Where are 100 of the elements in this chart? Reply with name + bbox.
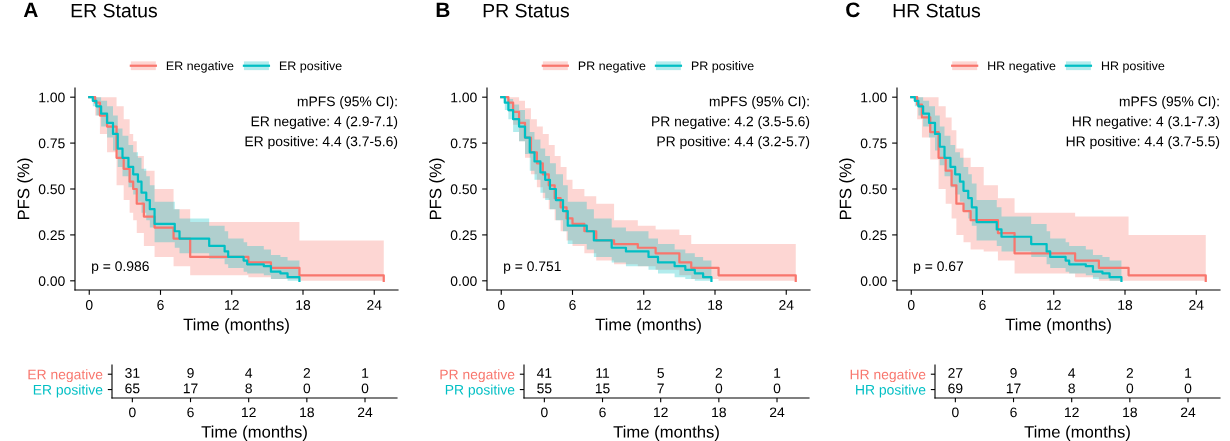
x-axis-title: Time (months) xyxy=(183,318,289,334)
x-tick-label: 0 xyxy=(952,407,959,418)
x-tick-label: 0 xyxy=(541,407,548,418)
data-label: 55 xyxy=(537,383,552,394)
data-label: 4 xyxy=(245,368,253,378)
x-tick-label: 18 xyxy=(296,300,311,310)
x-axis-title: Time (months) xyxy=(1005,318,1111,334)
data-label: 1 xyxy=(1185,368,1192,378)
data-label: 65 xyxy=(125,383,140,394)
y-tick-label: 0.50 xyxy=(450,184,477,195)
y-axis-title: PFS (%) xyxy=(429,158,445,220)
y-tick-label: 0.50 xyxy=(860,184,887,195)
x-tick-label: 18 xyxy=(1118,300,1133,310)
data-label: 0 xyxy=(773,383,781,394)
data-label: 9 xyxy=(1010,368,1017,378)
y-tick-label: PR positive xyxy=(445,384,515,398)
x-axis-title: Time (months) xyxy=(201,425,307,441)
data-label: 41 xyxy=(536,368,552,378)
chart-title: HR Status xyxy=(893,3,981,18)
x-tick-label: 6 xyxy=(187,407,194,418)
x-tick-label: 18 xyxy=(708,300,723,310)
legend-label: ER negative xyxy=(166,61,234,73)
y-tick-label: 0.00 xyxy=(38,276,65,286)
x-axis-title: Time (months) xyxy=(613,425,719,441)
x-tick-label: 6 xyxy=(1010,407,1017,418)
x-tick-label: 12 xyxy=(1047,300,1061,310)
data-label: 0 xyxy=(361,383,369,394)
x-tick-label: 24 xyxy=(357,407,373,418)
data-label: 4 xyxy=(1068,368,1076,378)
x-tick-label: 12 xyxy=(654,407,668,418)
data-label: 7 xyxy=(657,383,664,394)
data-label: 9 xyxy=(187,368,194,378)
y-tick-label: 1.00 xyxy=(39,92,65,103)
y-tick-label: 0.75 xyxy=(38,138,65,149)
data-label: 0 xyxy=(303,383,311,394)
data-label: 8 xyxy=(1068,383,1075,394)
y-tick-label: 0.00 xyxy=(450,276,477,286)
x-tick-label: 18 xyxy=(712,407,726,418)
annotation: mPFS (95% CI): ER negative: 4 (2.9-7.1) ER positive: 4.4 (3.7-5.6) xyxy=(245,96,398,150)
legend-label: HR negative xyxy=(988,61,1056,73)
data-label: 17 xyxy=(183,383,198,394)
x-axis-title: Time (months) xyxy=(595,318,701,334)
y-tick-label: ER positive xyxy=(33,384,103,398)
x-tick-label: 6 xyxy=(157,300,164,310)
y-tick-label: HR positive xyxy=(856,384,926,398)
chart-title: PR Status xyxy=(483,3,569,18)
data-label: 27 xyxy=(948,368,963,378)
x-tick-label: 6 xyxy=(979,300,986,310)
legend-label: PR negative xyxy=(578,61,646,73)
x-tick-label: 12 xyxy=(242,407,256,418)
text: B xyxy=(436,2,450,18)
y-tick-label: 1.00 xyxy=(451,92,477,103)
x-tick-label: 12 xyxy=(225,300,239,310)
annotation: mPFS (95% CI): HR negative: 4 (3.1-7.3) HR positive: 4.4 (3.7-5.5) xyxy=(1066,96,1220,150)
x-tick-label: 12 xyxy=(637,300,651,310)
x-tick-label: 24 xyxy=(769,407,785,418)
x-tick-label: 24 xyxy=(367,300,382,310)
data-label: 11 xyxy=(596,368,610,378)
text: A xyxy=(23,2,38,18)
y-tick-label: 0.25 xyxy=(450,230,477,241)
data-label: 5 xyxy=(657,368,664,378)
x-tick-label: 12 xyxy=(1065,407,1079,418)
y-tick-label: 0.25 xyxy=(38,230,65,241)
data-label: 0 xyxy=(1126,383,1134,394)
x-tick-label: 18 xyxy=(1123,407,1137,418)
x-tick-label: 24 xyxy=(1180,407,1196,418)
data-label: 17 xyxy=(1006,383,1021,394)
data-label: 8 xyxy=(245,383,252,394)
data-label: 2 xyxy=(1126,368,1134,378)
y-tick-label: 0.50 xyxy=(38,184,65,195)
y-tick-label: 0.75 xyxy=(450,138,477,149)
annotation: p = 0.986 xyxy=(92,261,149,274)
annotation: p = 0.67 xyxy=(914,261,964,274)
data-label: 1 xyxy=(774,368,781,378)
data-label: 0 xyxy=(1184,383,1192,394)
x-tick-label: 0 xyxy=(85,300,93,310)
data-label: 15 xyxy=(595,383,610,394)
y-tick-label: 0.75 xyxy=(860,138,887,149)
x-tick-label: 18 xyxy=(300,407,314,418)
legend-label: ER positive xyxy=(279,61,342,73)
data-label: 0 xyxy=(715,383,723,394)
legend-label: PR positive xyxy=(691,61,754,73)
data-label: 2 xyxy=(303,368,311,378)
data-label: 1 xyxy=(362,368,369,378)
y-axis-title: PFS (%) xyxy=(839,158,855,220)
y-tick-label: 1.00 xyxy=(861,92,887,103)
annotation: p = 0.751 xyxy=(504,261,561,274)
x-tick-label: 0 xyxy=(497,300,505,310)
x-tick-label: 6 xyxy=(599,407,606,418)
text: C xyxy=(846,2,860,18)
x-tick-label: 6 xyxy=(569,300,576,310)
y-tick-label: 0.25 xyxy=(860,230,887,241)
annotation: mPFS (95% CI): PR negative: 4.2 (3.5-5.6) PR positive: 4.4 (3.2-5.7) xyxy=(652,96,810,150)
data-label: 2 xyxy=(715,368,723,378)
x-tick-label: 24 xyxy=(779,300,794,310)
y-axis-title: PFS (%) xyxy=(17,158,33,220)
x-axis-title: Time (months) xyxy=(1024,425,1130,441)
data-label: 69 xyxy=(948,383,963,394)
legend-label: HR positive xyxy=(1101,61,1165,73)
x-tick-label: 24 xyxy=(1189,300,1204,310)
